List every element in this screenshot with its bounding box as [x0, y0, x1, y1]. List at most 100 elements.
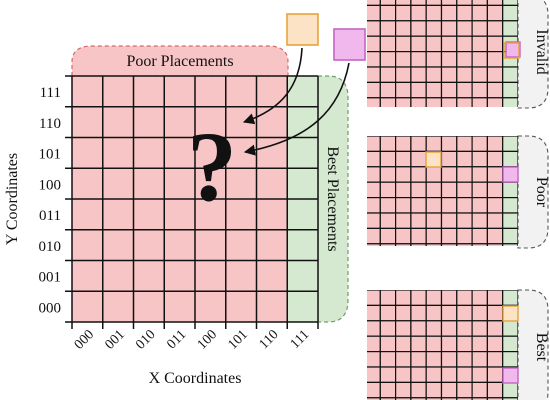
mini-grid-cell: [367, 243, 381, 246]
example-best-orange-block: [502, 305, 519, 322]
mini-grid-cell: [502, 243, 518, 246]
x-tick-label: 110: [257, 327, 282, 352]
mini-grid-cell: [456, 66, 473, 83]
grid-cell: [195, 168, 226, 199]
mini-grid-cell: [456, 335, 473, 353]
mini-grid-cell: [471, 81, 489, 99]
grid-cell: [164, 168, 195, 199]
grid-cell: [225, 229, 257, 261]
grid-cell: [287, 168, 318, 199]
example-best-pink-block: [502, 367, 519, 384]
grid-cell: [195, 291, 226, 322]
mini-grid-cell: [425, 304, 443, 322]
best-placements-tab: [317, 75, 349, 323]
mini-grid-cell: [456, 397, 473, 400]
mini-grid-cell: [502, 335, 518, 353]
grid-cell: [133, 76, 165, 107]
mini-grid-cell: [367, 150, 381, 168]
example-poor-tab: [517, 135, 549, 249]
mini-grid-cell: [367, 304, 381, 322]
mini-grid-cell: [456, 97, 473, 107]
x-tick-label: 001: [102, 327, 127, 352]
mini-grid-cell: [456, 304, 473, 322]
mini-grid-cell: [395, 136, 412, 152]
mini-grid-cell: [425, 166, 443, 183]
mini-grid-cell: [440, 243, 458, 246]
mini-grid-cell: [395, 97, 412, 107]
x-tick-label: 010: [133, 327, 158, 352]
mini-grid-cell: [410, 212, 427, 229]
grid-cell: [133, 229, 165, 261]
mini-grid-cell: [379, 136, 397, 152]
mini-grid-cell: [456, 81, 473, 99]
mini-grid-cell: [440, 366, 458, 383]
grid-cell: [256, 168, 288, 199]
mini-grid-cell: [425, 243, 443, 246]
mini-grid-cell: [367, 366, 381, 383]
mini-grid-cell: [379, 335, 397, 353]
mini-grid-cell: [425, 227, 443, 245]
x-axis-label: X Coordinates: [149, 370, 242, 387]
mini-grid-cell: [395, 66, 412, 83]
mini-grid-cell: [410, 166, 427, 183]
mini-grid-cell: [456, 381, 473, 399]
mini-grid-cell: [425, 397, 443, 400]
grid-cell: [256, 106, 288, 138]
y-tick-label: 011: [39, 208, 61, 224]
mini-grid-cell: [367, 181, 381, 199]
grid-cell: [195, 137, 226, 169]
grid-cell: [256, 229, 288, 261]
mini-grid-cell: [486, 381, 504, 399]
mini-grid-cell: [502, 97, 518, 107]
mini-grid-cell: [471, 304, 489, 322]
mini-grid-cell: [471, 243, 489, 246]
mini-grid-cell: [502, 81, 518, 99]
mini-grid-cell: [502, 136, 518, 152]
mini-grid-cell: [502, 4, 518, 22]
mini-grid-cell: [486, 50, 504, 68]
example-invalid-grid: [367, 0, 518, 107]
mini-grid-cell: [456, 20, 473, 37]
mini-grid-cell: [486, 20, 504, 37]
orange-arrow: [242, 47, 303, 125]
pink-candidate-block: [333, 28, 366, 61]
mini-grid-cell: [486, 81, 504, 99]
mini-grid-cell: [410, 227, 427, 245]
mini-grid-cell: [379, 397, 397, 400]
grid-cell: [72, 291, 103, 322]
grid-cell: [102, 106, 134, 138]
mini-grid-cell: [471, 197, 489, 214]
mini-grid-cell: [395, 20, 412, 37]
y-tick-label: 111: [40, 85, 61, 101]
grid-cell: [225, 168, 257, 199]
mini-grid-cell: [395, 212, 412, 229]
mini-grid-cell: [486, 4, 504, 22]
mini-grid-cell: [440, 81, 458, 99]
grid-cell: [72, 76, 103, 107]
grid-cell: [195, 260, 226, 292]
grid-cell: [164, 137, 195, 169]
y-tick-label: 101: [39, 147, 62, 163]
grid-cell: [225, 260, 257, 292]
mini-grid-cell: [379, 290, 397, 306]
grid-cell: [287, 106, 318, 138]
example-best-grid: [367, 290, 518, 400]
example-invalid-tab: [517, 0, 549, 109]
mini-grid-cell: [425, 136, 443, 152]
mini-grid-cell: [379, 97, 397, 107]
mini-grid-cell: [367, 97, 381, 107]
mini-grid-cell: [395, 243, 412, 246]
grid-cell: [195, 229, 226, 261]
mini-grid-cell: [395, 366, 412, 383]
grid-cell: [102, 291, 134, 322]
mini-grid-cell: [367, 4, 381, 22]
y-tick-label: 100: [39, 177, 62, 193]
mini-grid-cell: [410, 97, 427, 107]
grid-cell: [102, 199, 134, 230]
main-grid-lines: [65, 75, 319, 329]
mini-grid-cell: [471, 381, 489, 399]
grid-cell: [287, 229, 318, 261]
x-tick-label: 100: [195, 327, 220, 352]
mini-grid-cell: [471, 150, 489, 168]
mini-grid-cell: [471, 351, 489, 368]
